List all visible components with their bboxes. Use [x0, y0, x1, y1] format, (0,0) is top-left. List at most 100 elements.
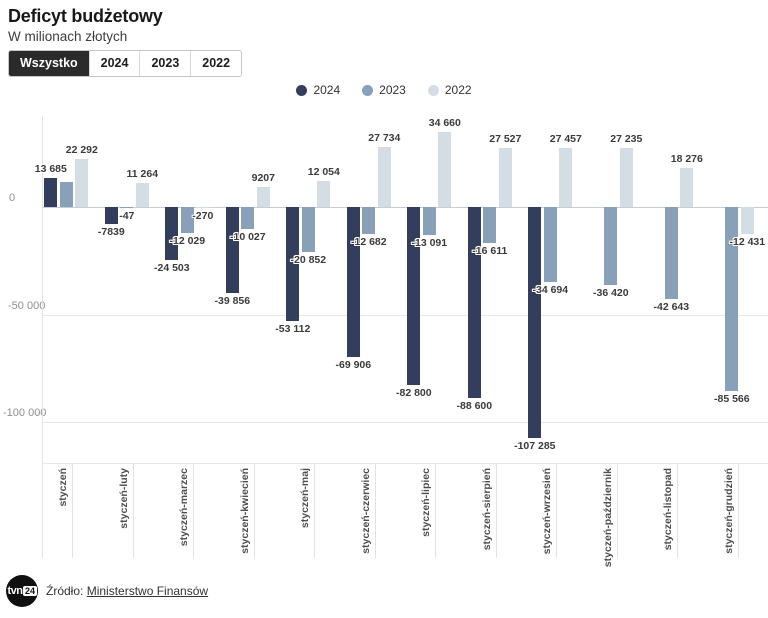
value-label: -82 800	[395, 387, 432, 400]
value-label: 11 264	[126, 167, 159, 180]
x-axis-tick	[253, 463, 255, 558]
x-axis-tick	[737, 463, 739, 558]
value-label: -20 852	[290, 253, 327, 266]
bar-2023-7[interactable]	[483, 207, 497, 243]
value-label: -69 906	[335, 359, 372, 372]
bar-2023-0[interactable]	[59, 182, 73, 207]
value-label: -24 503	[153, 261, 190, 274]
y-axis-tick-label: -100 000	[3, 407, 47, 420]
value-label: -12 029	[169, 234, 206, 247]
x-axis-label: styczeń-sierpień	[480, 468, 493, 551]
bar-2024-7[interactable]	[467, 207, 481, 398]
tvn24-logo: tvn 24	[6, 575, 38, 607]
x-axis-label: styczeń-wrzesień	[541, 468, 554, 555]
legend-dot-2023	[362, 84, 374, 96]
bar-2023-2[interactable]	[180, 207, 194, 233]
x-axis-label: styczeń-grudzień	[722, 468, 735, 554]
value-label: -12 682	[350, 236, 387, 249]
bar-2024-2[interactable]	[165, 207, 179, 260]
bar-2022-5[interactable]	[377, 147, 391, 207]
legend: 2024 2023 2022	[0, 83, 768, 97]
value-label: -47	[119, 210, 135, 222]
legend-label-2022: 2022	[444, 83, 472, 97]
bar-2024-1[interactable]	[104, 207, 118, 224]
value-label: 34 660	[428, 117, 461, 130]
x-axis-label: styczeń	[57, 468, 70, 507]
value-label: 12 054	[307, 166, 340, 179]
source-line: Źródło: Ministerstwo Finansów	[46, 584, 208, 598]
x-axis-label: styczeń-czerwiec	[359, 468, 372, 554]
bar-2023-9[interactable]	[604, 207, 618, 286]
x-axis-label: styczeń-marzec	[178, 468, 191, 547]
bar-2022-1[interactable]	[135, 182, 149, 207]
bar-2024-3[interactable]	[225, 207, 239, 293]
value-label: -39 856	[214, 294, 251, 307]
bar-2022-11[interactable]	[740, 207, 754, 234]
value-label: -34 694	[532, 283, 569, 296]
bar-2022-10[interactable]	[680, 167, 694, 207]
value-label: 27 527	[489, 132, 522, 145]
bar-2022-7[interactable]	[498, 147, 512, 207]
value-label: -13 091	[411, 237, 448, 250]
value-label: 27 235	[610, 133, 643, 146]
bar-2023-6[interactable]	[422, 207, 436, 236]
x-axis-tick	[677, 463, 679, 558]
x-axis-label: styczeń-lipiec	[420, 468, 433, 537]
x-axis-label: styczeń-kwiecień	[238, 468, 251, 554]
bar-2024-0[interactable]	[44, 177, 58, 207]
x-axis-tick	[132, 463, 134, 558]
bar-2022-4[interactable]	[317, 181, 331, 207]
bar-2022-0[interactable]	[75, 159, 89, 207]
zero-gridline	[42, 207, 768, 208]
value-label: -36 420	[592, 287, 629, 300]
tab-2024[interactable]: 2024	[89, 51, 141, 76]
bar-2022-2[interactable]	[196, 207, 210, 208]
y-axis-tick-label: -50 000	[8, 299, 46, 312]
value-label: 27 734	[368, 132, 401, 145]
value-label: -42 643	[653, 300, 690, 313]
bar-2022-9[interactable]	[619, 148, 633, 207]
y-axis-line	[42, 116, 43, 558]
bar-2024-6[interactable]	[407, 207, 421, 386]
value-label: 18 276	[670, 152, 703, 165]
tab-wszystko[interactable]: Wszystko	[9, 51, 90, 76]
value-label: -12 431	[729, 235, 766, 248]
bar-2022-3[interactable]	[256, 187, 270, 207]
bar-2023-10[interactable]	[664, 207, 678, 299]
x-axis-tick	[374, 463, 376, 558]
tvn24-logo-text: tvn	[7, 585, 23, 597]
source-link[interactable]: Ministerstwo Finansów	[86, 584, 209, 598]
x-axis-tick	[556, 463, 558, 558]
legend-label-2024: 2024	[313, 83, 341, 97]
bar-2024-8[interactable]	[528, 207, 542, 438]
bar-2023-5[interactable]	[362, 207, 376, 235]
value-label: 13 685	[34, 162, 67, 175]
legend-label-2023: 2023	[379, 83, 406, 97]
value-label: -16 611	[472, 244, 508, 257]
x-axis-tick	[314, 463, 316, 558]
bar-2023-4[interactable]	[301, 207, 315, 252]
legend-item-2024: 2024	[296, 83, 340, 97]
x-axis-label: styczeń-luty	[117, 468, 130, 529]
value-label: -85 566	[713, 393, 750, 406]
bar-2023-1[interactable]	[120, 207, 134, 208]
tvn24-logo-badge: 24	[23, 586, 37, 596]
bar-2023-8[interactable]	[543, 207, 557, 282]
tab-2023[interactable]: 2023	[140, 51, 192, 76]
bar-2022-6[interactable]	[438, 132, 452, 207]
bar-2023-3[interactable]	[241, 207, 255, 229]
value-label: 22 292	[65, 144, 98, 156]
bar-2022-8[interactable]	[559, 147, 573, 207]
bar-2024-5[interactable]	[346, 207, 360, 358]
gridline	[42, 314, 768, 316]
value-label: 27 457	[549, 132, 582, 145]
source-prefix: Źródło:	[46, 584, 84, 598]
tab-2022[interactable]: 2022	[191, 51, 242, 76]
bar-2024-4[interactable]	[286, 207, 300, 322]
legend-dot-2024	[296, 84, 308, 96]
bar-2023-11[interactable]	[725, 207, 739, 392]
value-label: -88 600	[456, 399, 493, 412]
value-label: -270	[192, 210, 214, 222]
